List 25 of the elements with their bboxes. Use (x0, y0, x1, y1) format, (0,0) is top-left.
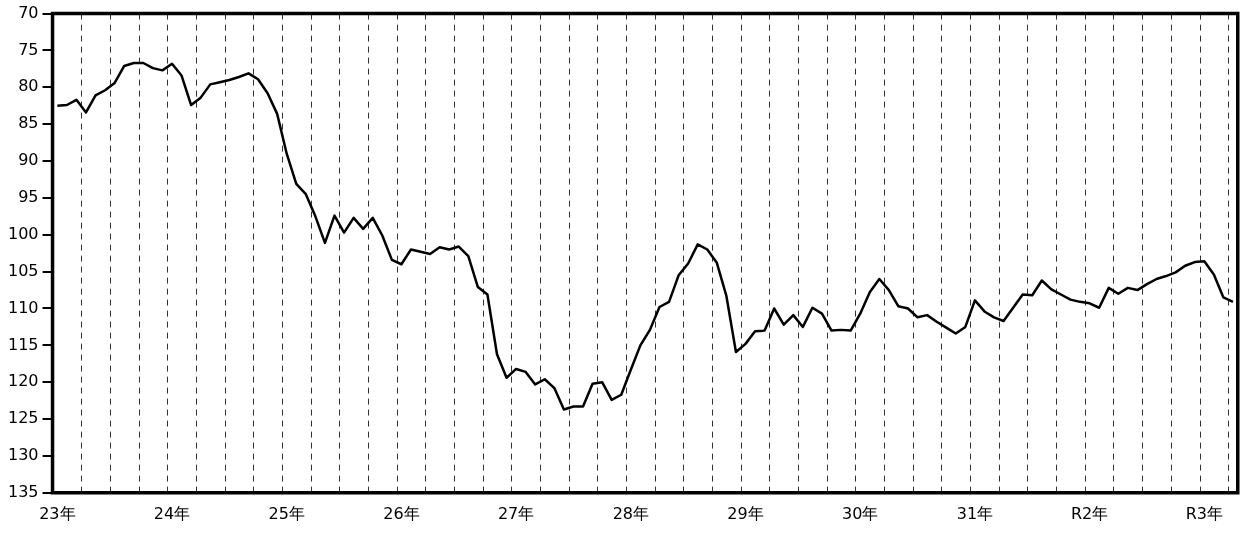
y-tick-label: 130 (7, 445, 39, 465)
x-tick-label: 24年 (153, 503, 191, 523)
x-tick-label: 31年 (956, 503, 994, 523)
y-tick-label: 105 (7, 260, 39, 280)
y-tick-label: 100 (7, 223, 39, 243)
y-tick-label: 75 (18, 39, 39, 59)
x-tick-label: 25年 (268, 503, 305, 523)
y-tick-label: 125 (7, 408, 39, 428)
y-tick-label: 90 (18, 150, 39, 170)
x-tick-label: 26年 (383, 503, 420, 523)
x-tick-label: 28年 (612, 503, 649, 523)
y-tick-label: 85 (18, 113, 39, 133)
y-tick-label: 95 (18, 187, 39, 207)
x-tick-label: 27年 (497, 503, 535, 523)
y-tick-label: 70 (18, 2, 39, 22)
y-tick-label: 135 (7, 481, 39, 501)
x-tick-label: 23年 (39, 503, 76, 523)
y-tick-label: 115 (7, 334, 39, 354)
x-tick-label: 29年 (727, 503, 764, 523)
x-tick-label: R3年 (1185, 503, 1223, 523)
y-tick-label: 80 (18, 76, 39, 96)
y-tick-label: 110 (7, 297, 39, 317)
x-tick-label: 30年 (842, 503, 879, 523)
y-tick-label: 120 (7, 371, 39, 391)
x-tick-label: R2年 (1070, 503, 1109, 523)
